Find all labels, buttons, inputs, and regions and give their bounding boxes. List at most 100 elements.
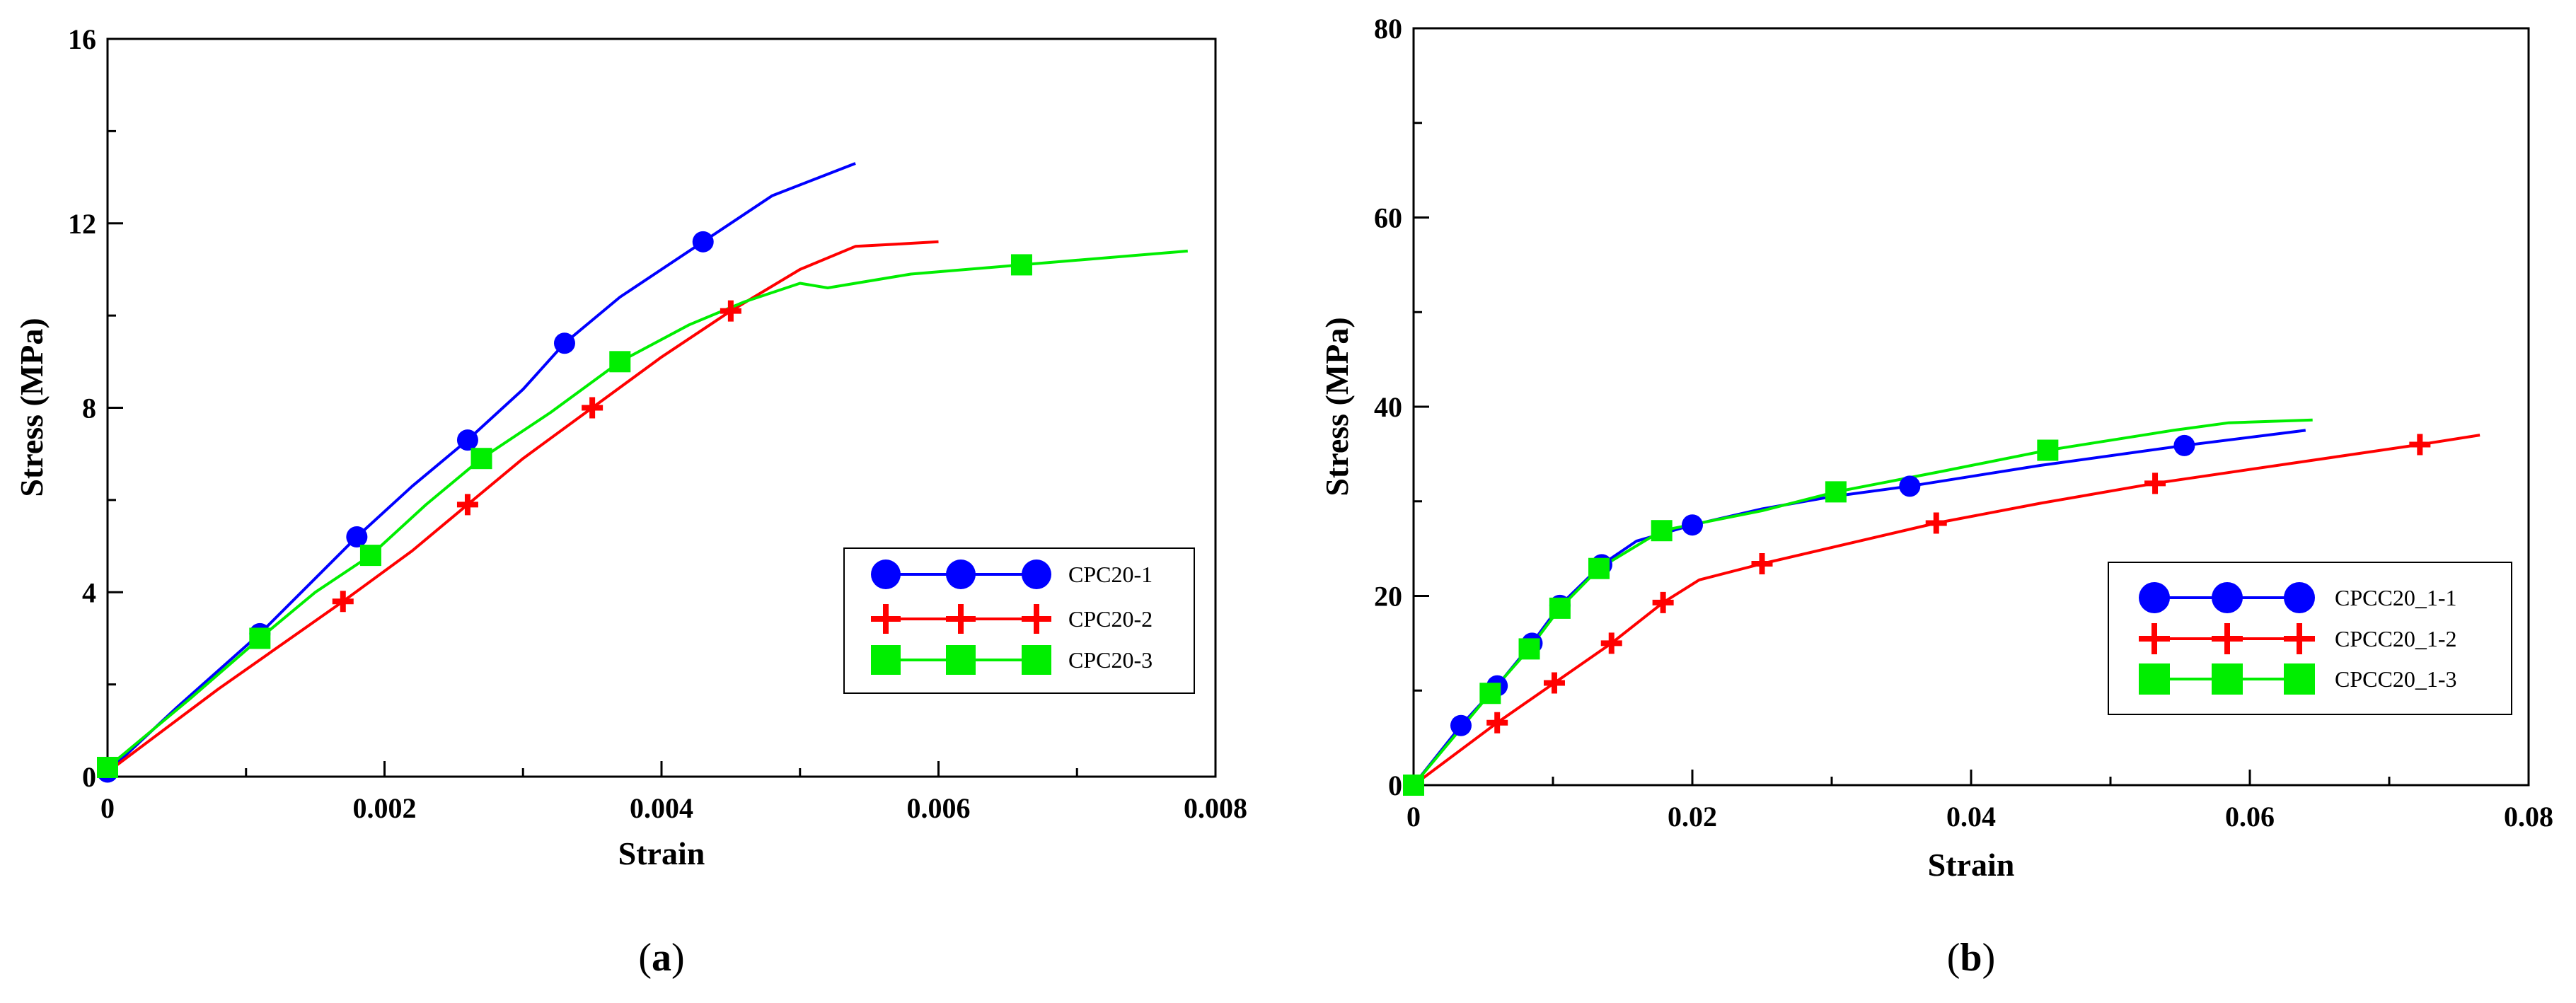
tick-marks-a xyxy=(106,37,1217,778)
y-axis-label-b: Stress (MPa) xyxy=(1319,317,1355,496)
legend-cpc20-2-marker-0 xyxy=(871,604,901,634)
panel-a: 0 0.002 0.004 0.006 0.008 0 4 8 12 16 Strain Stre… xyxy=(13,23,1247,980)
cpcc20-1-3-marker-4 xyxy=(1588,557,1610,579)
legend-entry-cpc20-1: CPC20-1 xyxy=(871,560,1153,589)
legend-entry-cpcc20-1-1: CPCC20_1-1 xyxy=(2139,582,2456,613)
cpcc20-1-3-marker-1 xyxy=(1479,683,1501,705)
legend-label-cpc20-2: CPC20-2 xyxy=(1068,606,1153,632)
x-tick-label: 0.004 xyxy=(630,792,693,824)
cpc20-3-marker-4 xyxy=(609,351,631,373)
y-tick-label: 12 xyxy=(68,208,96,240)
tick-labels-a: 0 0.002 0.004 0.006 0.008 0 4 8 12 16 xyxy=(68,23,1247,824)
legend-cpcc20-1-1-marker-0 xyxy=(2139,582,2170,613)
cpc20-3-marker-1 xyxy=(249,627,271,649)
cpcc20-1-3-marker-6 xyxy=(1825,481,1847,503)
legend-label-cpcc20-1-3: CPCC20_1-3 xyxy=(2335,666,2456,692)
legend-cpc20-1-marker-2 xyxy=(1022,560,1051,589)
y-tick-label: 20 xyxy=(1374,581,1402,613)
series-markers-cpcc20-1-3 xyxy=(1403,439,2059,796)
cpcc20-1-2-marker-4 xyxy=(1652,591,1674,613)
legend-entry-cpcc20-1-3: CPCC20_1-3 xyxy=(2139,663,2456,695)
cpc20-2-marker-2 xyxy=(582,397,603,419)
cpc20-3-marker-0 xyxy=(97,756,118,778)
x-tick-label: 0.04 xyxy=(1946,801,1996,833)
y-tick-label: 16 xyxy=(68,23,96,55)
markers-b xyxy=(1403,434,2431,796)
cpcc20-1-2-marker-1 xyxy=(1486,712,1508,734)
legend-label-cpc20-1: CPC20-1 xyxy=(1068,562,1153,587)
cpcc20-1-1-marker-8 xyxy=(2173,434,2195,456)
cpcc20-1-2-marker-3 xyxy=(1600,632,1622,654)
y-tick-label: 80 xyxy=(1374,13,1402,45)
legend-cpcc20-1-3-marker-1 xyxy=(2212,663,2243,695)
cpcc20-1-3-marker-3 xyxy=(1549,597,1571,619)
x-tick-label: 0.08 xyxy=(2504,801,2553,833)
legend-cpc20-3-marker-1 xyxy=(946,645,976,675)
cpcc20-1-3-marker-5 xyxy=(1651,520,1673,542)
cpc20-2-marker-1 xyxy=(456,494,478,516)
legend-label-cpc20-3: CPC20-3 xyxy=(1068,647,1153,673)
cpcc20-1-2-marker-5 xyxy=(1751,553,1773,575)
legend-label-cpcc20-1-1: CPCC20_1-1 xyxy=(2335,585,2456,610)
y-tick-label: 60 xyxy=(1374,202,1402,234)
legend-cpcc20-1-3-marker-0 xyxy=(2139,663,2170,695)
panel-label-b-letter: b xyxy=(1960,936,1982,980)
panel-label-a: (a) xyxy=(638,936,684,980)
cpcc20-1-2-marker-7 xyxy=(2144,472,2166,494)
legend-entry-cpc20-3: CPC20-3 xyxy=(871,645,1153,675)
cpcc20-1-3-marker-2 xyxy=(1518,638,1540,660)
legend-cpc20-3-marker-2 xyxy=(1022,645,1051,675)
legend-cpc20-1-marker-0 xyxy=(871,560,901,589)
x-tick-label: 0.02 xyxy=(1668,801,1717,833)
series-markers-cpc20-2 xyxy=(332,300,741,613)
legend-cpc20-3-marker-0 xyxy=(871,645,901,675)
x-axis-label-a: Strain xyxy=(618,835,705,871)
x-tick-label: 0.006 xyxy=(907,792,971,824)
x-tick-label: 0 xyxy=(100,792,115,824)
legend-b: CPCC20_1-1 CPCC20_1-2 CPCC20_1-3 xyxy=(2108,562,2512,715)
tick-labels-b: 0 0.02 0.04 0.06 0.08 0 20 40 60 80 xyxy=(1374,13,2553,833)
legend-cpcc20-1-2-marker-0 xyxy=(2139,623,2170,654)
cpc20-1-marker-4 xyxy=(553,332,575,354)
y-tick-label: 0 xyxy=(82,761,96,793)
series-line-cpc20-3 xyxy=(106,249,1188,769)
legend-cpcc20-1-2-marker-2 xyxy=(2284,623,2315,654)
cpc20-3-marker-5 xyxy=(1010,254,1032,276)
x-tick-label: 0.008 xyxy=(1184,792,1247,824)
legend-cpcc20-1-2-marker-1 xyxy=(2212,623,2243,654)
panel-label-a-letter: a xyxy=(652,936,671,980)
cpc20-1-marker-5 xyxy=(692,231,714,253)
cpc20-3-marker-2 xyxy=(359,545,381,567)
cpc20-2-marker-0 xyxy=(332,591,354,613)
cpc20-3-marker-3 xyxy=(470,448,492,470)
series-markers-cpc20-3 xyxy=(97,254,1032,778)
cpc20-1-marker-3 xyxy=(456,429,478,451)
cpcc20-1-1-marker-6 xyxy=(1682,514,1703,536)
panel-b: 0 0.02 0.04 0.06 0.08 0 20 40 60 80 Strain Stress… xyxy=(1319,13,2553,980)
x-axis-label-b: Strain xyxy=(1928,847,2015,883)
series-line-cpcc20-1-2 xyxy=(1412,434,2480,787)
legend-cpc20-1-marker-1 xyxy=(946,560,976,589)
series-markers-cpcc20-1-2 xyxy=(1403,434,2431,796)
legend-cpc20-2-marker-1 xyxy=(946,604,976,634)
legend-cpcc20-1-3-marker-2 xyxy=(2284,663,2315,695)
y-axis-label-a: Stress (MPa) xyxy=(13,318,50,497)
legend-label-cpcc20-1-2: CPCC20_1-2 xyxy=(2335,626,2456,651)
series-markers-cpcc20-1-1 xyxy=(1403,434,2195,796)
x-tick-label: 0 xyxy=(1407,801,1421,833)
cpcc20-1-3-marker-7 xyxy=(2037,439,2059,461)
cpcc20-1-2-marker-2 xyxy=(1543,672,1565,694)
markers-a xyxy=(97,231,1032,783)
y-tick-label: 40 xyxy=(1374,391,1402,423)
legend-cpcc20-1-1-marker-1 xyxy=(2212,582,2243,613)
series-line-cpc20-2 xyxy=(106,240,939,774)
cpcc20-1-2-marker-6 xyxy=(1925,512,1947,534)
y-tick-label: 4 xyxy=(82,576,96,608)
cpcc20-1-1-marker-7 xyxy=(1899,475,1921,497)
legend-cpc20-2-marker-2 xyxy=(1022,604,1051,634)
cpc20-1-marker-2 xyxy=(346,526,368,548)
cpc20-2-marker-3 xyxy=(720,300,741,322)
cpcc20-1-2-marker-8 xyxy=(2409,434,2431,456)
legend-box-a xyxy=(843,547,1195,694)
x-tick-label: 0.06 xyxy=(2225,801,2275,833)
